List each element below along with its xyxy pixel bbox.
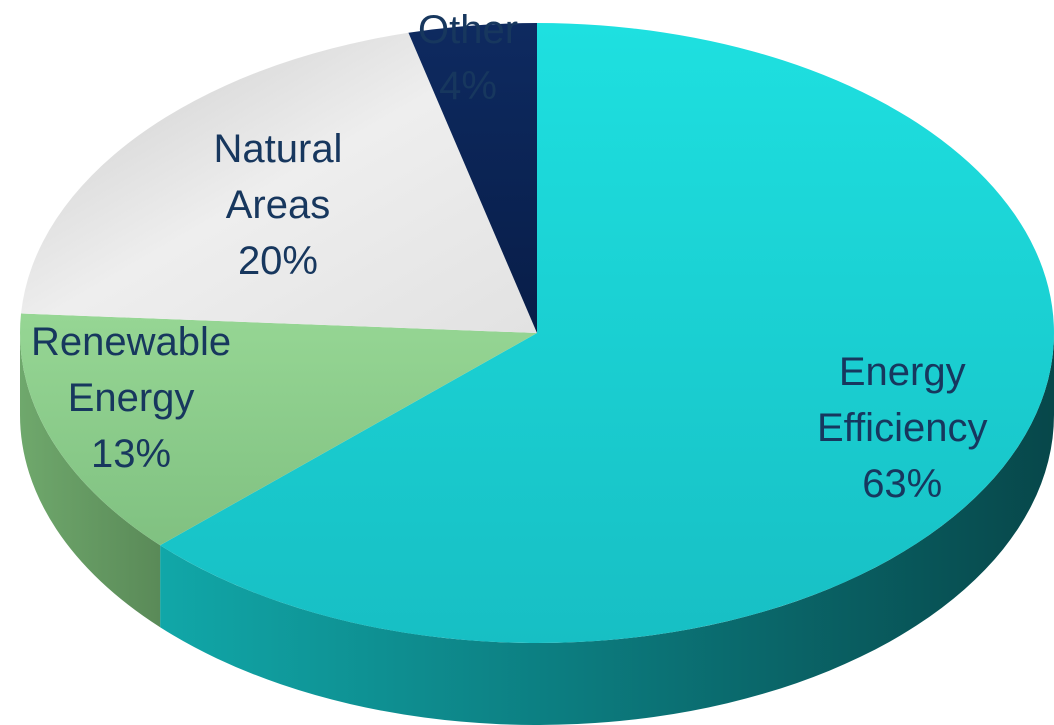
label-energy-efficiency: Energy Efficiency 63% <box>817 344 987 512</box>
label-renewable-energy: Renewable Energy 13% <box>31 314 231 482</box>
side-renewable-energy <box>20 333 161 628</box>
slice-name-line: Natural <box>213 127 343 171</box>
label-natural-areas: Natural Areas 20% <box>214 121 343 289</box>
pie-tops <box>19 23 1054 643</box>
side-energy-efficiency <box>160 333 1054 725</box>
pie-sides <box>20 333 1054 725</box>
slice-energy-efficiency <box>160 23 1054 643</box>
slice-natural-areas <box>21 32 537 334</box>
slice-name-line: Renewable <box>31 320 232 364</box>
slice-renewable-energy <box>19 313 538 546</box>
slice-name-line: Other <box>418 8 519 52</box>
slice-name-line: Areas <box>225 183 331 227</box>
slice-value-label: 13% <box>91 432 172 476</box>
slice-name-line: Energy <box>838 350 966 394</box>
slice-other <box>408 23 537 333</box>
slice-name-line: Efficiency <box>817 406 988 450</box>
slice-value-label: 63% <box>862 462 943 506</box>
slice-value-label: 20% <box>237 239 318 283</box>
slice-value-label: 4% <box>439 64 497 108</box>
label-other: Other 4% <box>418 2 518 114</box>
slice-name-line: Energy <box>67 376 195 420</box>
